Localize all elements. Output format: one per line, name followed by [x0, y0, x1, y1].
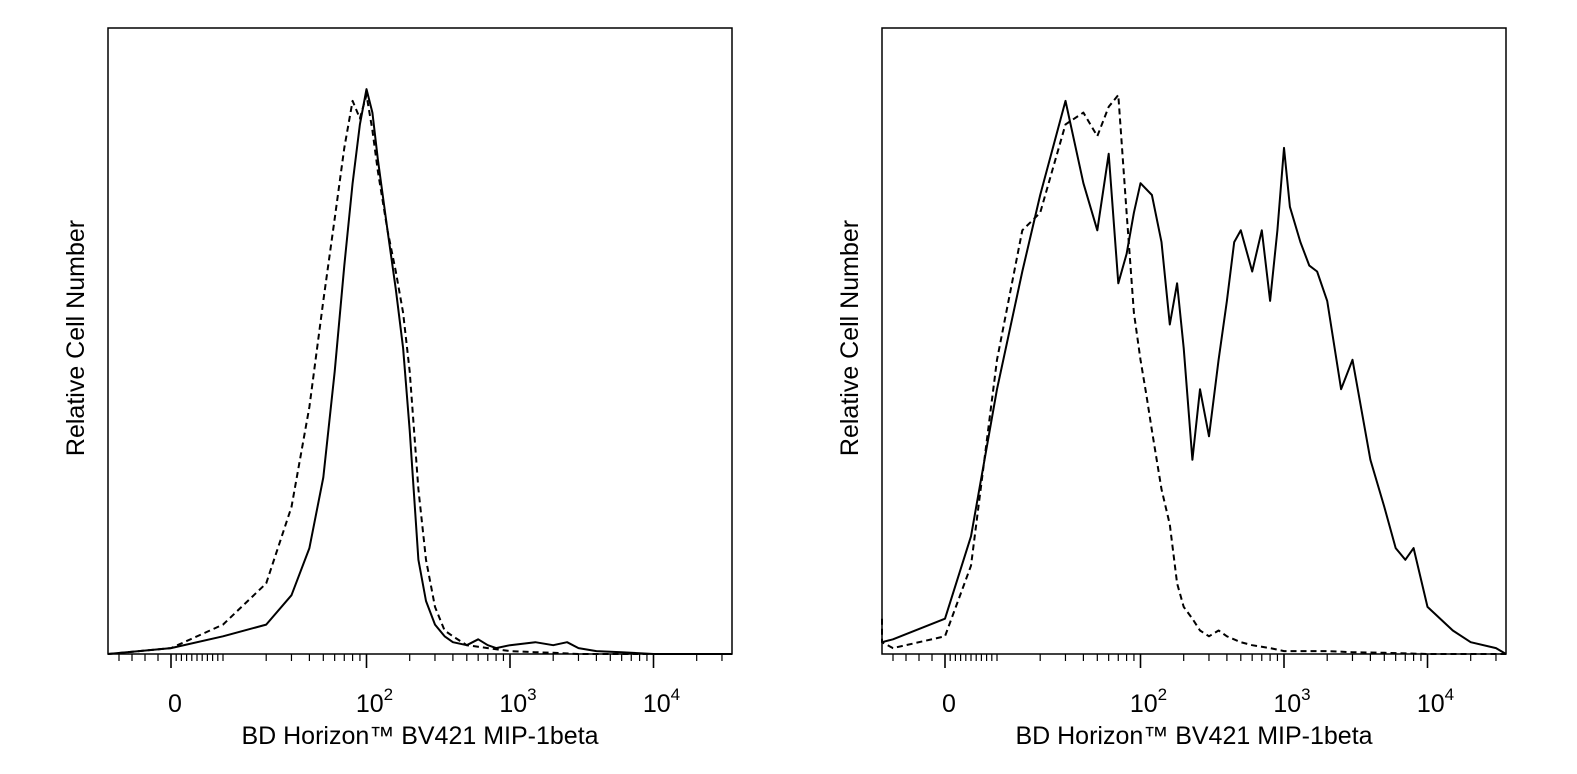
x-tick-label-base: 10 [499, 690, 527, 718]
histogram-svg-right: 0102103104105 BD Horizon™ BV421 MIP-1bet… [836, 27, 1562, 750]
x-minor-ticks [118, 654, 723, 661]
x-tick-label: 102 [1130, 685, 1167, 718]
x-tick-label: 104 [1417, 685, 1454, 718]
x-tick-label-base: 10 [786, 690, 788, 718]
x-axis-label: BD Horizon™ BV421 MIP-1beta [1015, 722, 1372, 750]
x-tick-label-base: 10 [356, 690, 384, 718]
x-tick-label-exp: 4 [1445, 685, 1454, 704]
y-axis-label: Relative Cell Number [62, 220, 90, 456]
x-tick-label-base: 10 [643, 690, 671, 718]
plot-frame [107, 27, 733, 655]
series-lines [107, 88, 732, 655]
x-tick-label-exp: 3 [1301, 685, 1310, 704]
x-major-ticks [170, 654, 655, 668]
histogram-panel-right: 0102103104105 BD Horizon™ BV421 MIP-1bet… [774, 0, 1562, 774]
x-tick-labels: 0102103104105 [168, 685, 788, 718]
x-axis-label: BD Horizon™ BV421 MIP-1beta [241, 722, 598, 750]
x-tick-label-base: 0 [942, 690, 956, 718]
stained-sample-line [107, 88, 732, 655]
x-tick-label-base: 10 [1273, 690, 1301, 718]
x-tick-label-base: 10 [1417, 690, 1445, 718]
x-tick-label: 103 [1273, 685, 1310, 718]
x-tick-label-exp: 2 [1158, 685, 1167, 704]
x-minor-ticks [892, 654, 1497, 661]
x-tick-label-base: 10 [1130, 690, 1158, 718]
x-tick-label-exp: 2 [384, 685, 393, 704]
x-tick-label: 0 [168, 690, 182, 718]
x-tick-label: 103 [499, 685, 536, 718]
x-tick-label: 105 [786, 685, 788, 718]
y-axis-label: Relative Cell Number [836, 220, 864, 456]
x-tick-label-exp: 4 [671, 685, 680, 704]
x-major-ticks [944, 654, 1429, 668]
histogram-panel-left: 0102103104105 BD Horizon™ BV421 MIP-1bet… [0, 0, 788, 774]
x-tick-label: 104 [643, 685, 680, 718]
x-tick-label: 102 [356, 685, 393, 718]
isotype-control-line [107, 94, 732, 655]
x-tick-label: 105 [1560, 685, 1562, 718]
x-tick-label: 0 [942, 690, 956, 718]
x-tick-label-base: 10 [1560, 690, 1562, 718]
isotype-control-line [881, 94, 1506, 655]
series-lines [881, 94, 1507, 655]
stained-sample-line [881, 99, 1507, 655]
x-tick-label-exp: 3 [527, 685, 536, 704]
x-tick-labels: 0102103104105 [942, 685, 1562, 718]
plot-frame [881, 27, 1507, 655]
x-tick-label-base: 0 [168, 690, 182, 718]
histogram-svg-left: 0102103104105 BD Horizon™ BV421 MIP-1bet… [62, 27, 788, 750]
